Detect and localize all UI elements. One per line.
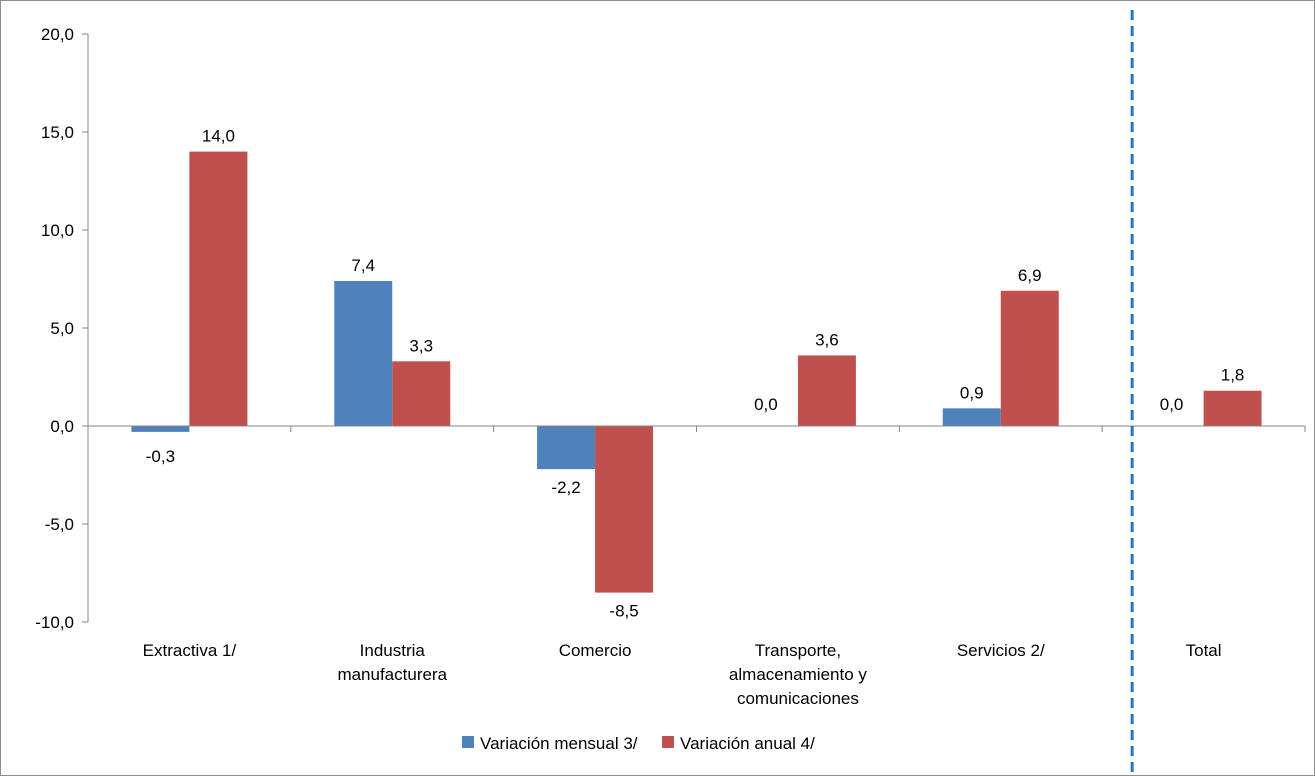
category-label-line: almacenamiento y — [729, 665, 867, 684]
y-tick-label: 5,0 — [50, 319, 74, 338]
label-monthly-3: 0,0 — [754, 395, 778, 414]
bar-annual-1 — [392, 361, 451, 426]
bar-monthly-2 — [537, 426, 596, 470]
data-labels: -0,3 7,4 -2,2 0,0 0,9 0,0 14,0 3,3 -8,5 3,6 6,9 1,8 — [146, 127, 1245, 621]
bar-annual-3 — [797, 355, 856, 426]
label-monthly-0: -0,3 — [146, 447, 175, 466]
label-annual-1: 3,3 — [409, 336, 433, 355]
y-tick-label: 15,0 — [41, 123, 74, 142]
legend-label-1: Variación anual 4/ — [680, 734, 815, 753]
y-axis: 20,0 15,0 10,0 5,0 0,0 -5,0 -10,0 — [35, 25, 89, 632]
label-annual-5: 1,8 — [1221, 366, 1245, 385]
category-label-line: Extractiva 1/ — [143, 641, 237, 660]
category-label-line: Transporte, — [755, 641, 841, 660]
category-label-5: Total — [1186, 641, 1222, 660]
category-label-line: Comercio — [559, 641, 632, 660]
legend: Variación mensual 3/Variación anual 4/ — [462, 734, 815, 753]
bar-monthly-0 — [131, 426, 190, 432]
x-axis: Extractiva 1/Industria manufacturera Comer… — [87, 425, 1306, 708]
category-label-1: Industria manufacturera — [337, 641, 447, 684]
label-annual-0: 14,0 — [202, 127, 235, 146]
legend-swatch-0 — [462, 736, 474, 748]
bar-annual-2 — [595, 426, 654, 593]
category-label-2: Comercio — [559, 641, 632, 660]
bars — [131, 151, 1262, 593]
category-label-line: manufacturera — [337, 665, 447, 684]
category-label-3: Transporte, almacenamiento y comunicacione… — [729, 641, 867, 708]
label-monthly-1: 7,4 — [351, 256, 375, 275]
label-annual-2: -8,5 — [609, 602, 638, 621]
y-tick-label: -10,0 — [35, 613, 74, 632]
category-label-0: Extractiva 1/ — [143, 641, 237, 660]
bar-monthly-1 — [334, 280, 393, 426]
category-label-line: comunicaciones — [737, 689, 859, 708]
label-monthly-2: -2,2 — [551, 478, 580, 497]
label-monthly-5: 0,0 — [1160, 395, 1184, 414]
category-label-line: Servicios 2/ — [957, 641, 1045, 660]
category-label-line: Industria — [360, 641, 426, 660]
bar-monthly-4 — [942, 408, 1001, 426]
category-label-4: Servicios 2/ — [957, 641, 1045, 660]
legend-swatch-1 — [662, 736, 674, 748]
y-tick-label: -5,0 — [45, 515, 74, 534]
y-tick-label: 20,0 — [41, 25, 74, 44]
label-monthly-4: 0,9 — [960, 383, 984, 402]
bar-annual-5 — [1203, 390, 1262, 426]
y-tick-label: 10,0 — [41, 221, 74, 240]
label-annual-4: 6,9 — [1018, 266, 1042, 285]
bar-annual-4 — [1000, 290, 1059, 426]
category-label-line: Total — [1186, 641, 1222, 660]
legend-label-0: Variación mensual 3/ — [480, 734, 638, 753]
y-tick-label: 0,0 — [50, 417, 74, 436]
label-annual-3: 3,6 — [815, 330, 839, 349]
bar-annual-0 — [189, 151, 248, 426]
